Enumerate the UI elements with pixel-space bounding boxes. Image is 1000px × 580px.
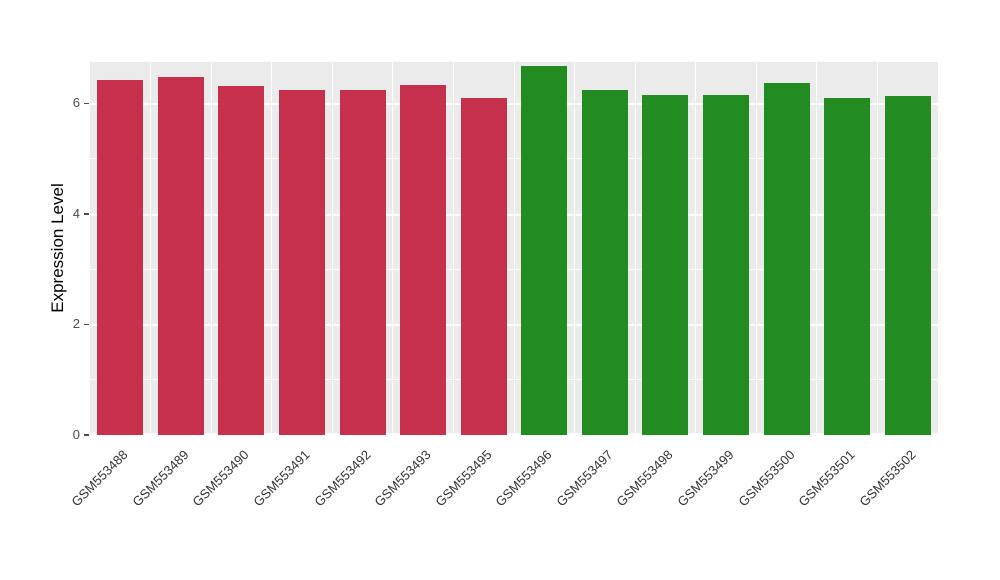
bar-GSM553495 [460,97,507,435]
gridline-vertical [634,62,636,435]
x-tick-label: GSM553488 [68,447,131,510]
plot-area [90,62,938,435]
x-tick-label: GSM553496 [492,447,555,510]
bar-GSM553502 [884,96,931,435]
x-tick-label: GSM553502 [856,447,919,510]
y-tick-label: 2 [72,316,80,332]
x-tick-label: GSM553490 [189,447,253,510]
y-tick-mark [84,102,89,105]
bar-GSM553491 [278,89,325,435]
bar-GSM553489 [157,77,204,435]
gridline-vertical [816,62,818,435]
x-tick-label: GSM553497 [553,447,616,510]
gridline-vertical [452,62,454,435]
gridline-vertical [392,62,394,435]
y-axis-title: Expression Level [48,183,67,313]
y-tick-label: 6 [72,95,80,111]
bar-GSM553498 [642,94,689,435]
x-tick-label: GSM553495 [432,447,495,510]
x-tick-label: GSM553499 [674,447,737,510]
x-tick-label: GSM553500 [734,447,798,510]
bar-GSM553490 [218,85,265,435]
x-tick-label: GSM553491 [250,447,313,510]
bar-GSM553492 [339,89,386,435]
gridline-vertical [513,62,515,435]
x-axis-labels: GSM553488 GSM553489 GSM553490 GSM553491 GSM5… [69,441,938,571]
gridline-vertical [150,62,152,435]
gridline-vertical [210,62,212,435]
bar-GSM553488 [97,80,144,435]
bar-GSM553496 [521,66,568,435]
gridline-vertical [574,62,576,435]
x-tick-label: GSM553489 [129,447,192,510]
y-tick-label: 4 [72,205,80,221]
gridline-vertical [331,62,333,435]
gridline-vertical [876,62,878,435]
y-tick-mark [84,434,89,436]
x-tick-label: GSM553498 [613,447,677,510]
bar-GSM553501 [824,97,871,435]
y-tick-mark [84,213,89,215]
gridline-vertical [271,62,273,435]
bar-GSM553497 [581,89,628,435]
y-tick-mark [84,323,89,326]
bar-GSM553493 [400,84,447,435]
gridline-vertical [695,62,697,435]
x-tick-label: GSM553493 [371,447,434,510]
y-tick-label: 0 [72,427,80,442]
gridline-vertical [755,62,757,435]
bar-GSM553500 [763,83,810,435]
bar-GSM553499 [702,94,749,435]
x-tick-label: GSM553492 [310,447,374,510]
x-tick-label: GSM553501 [795,447,858,510]
